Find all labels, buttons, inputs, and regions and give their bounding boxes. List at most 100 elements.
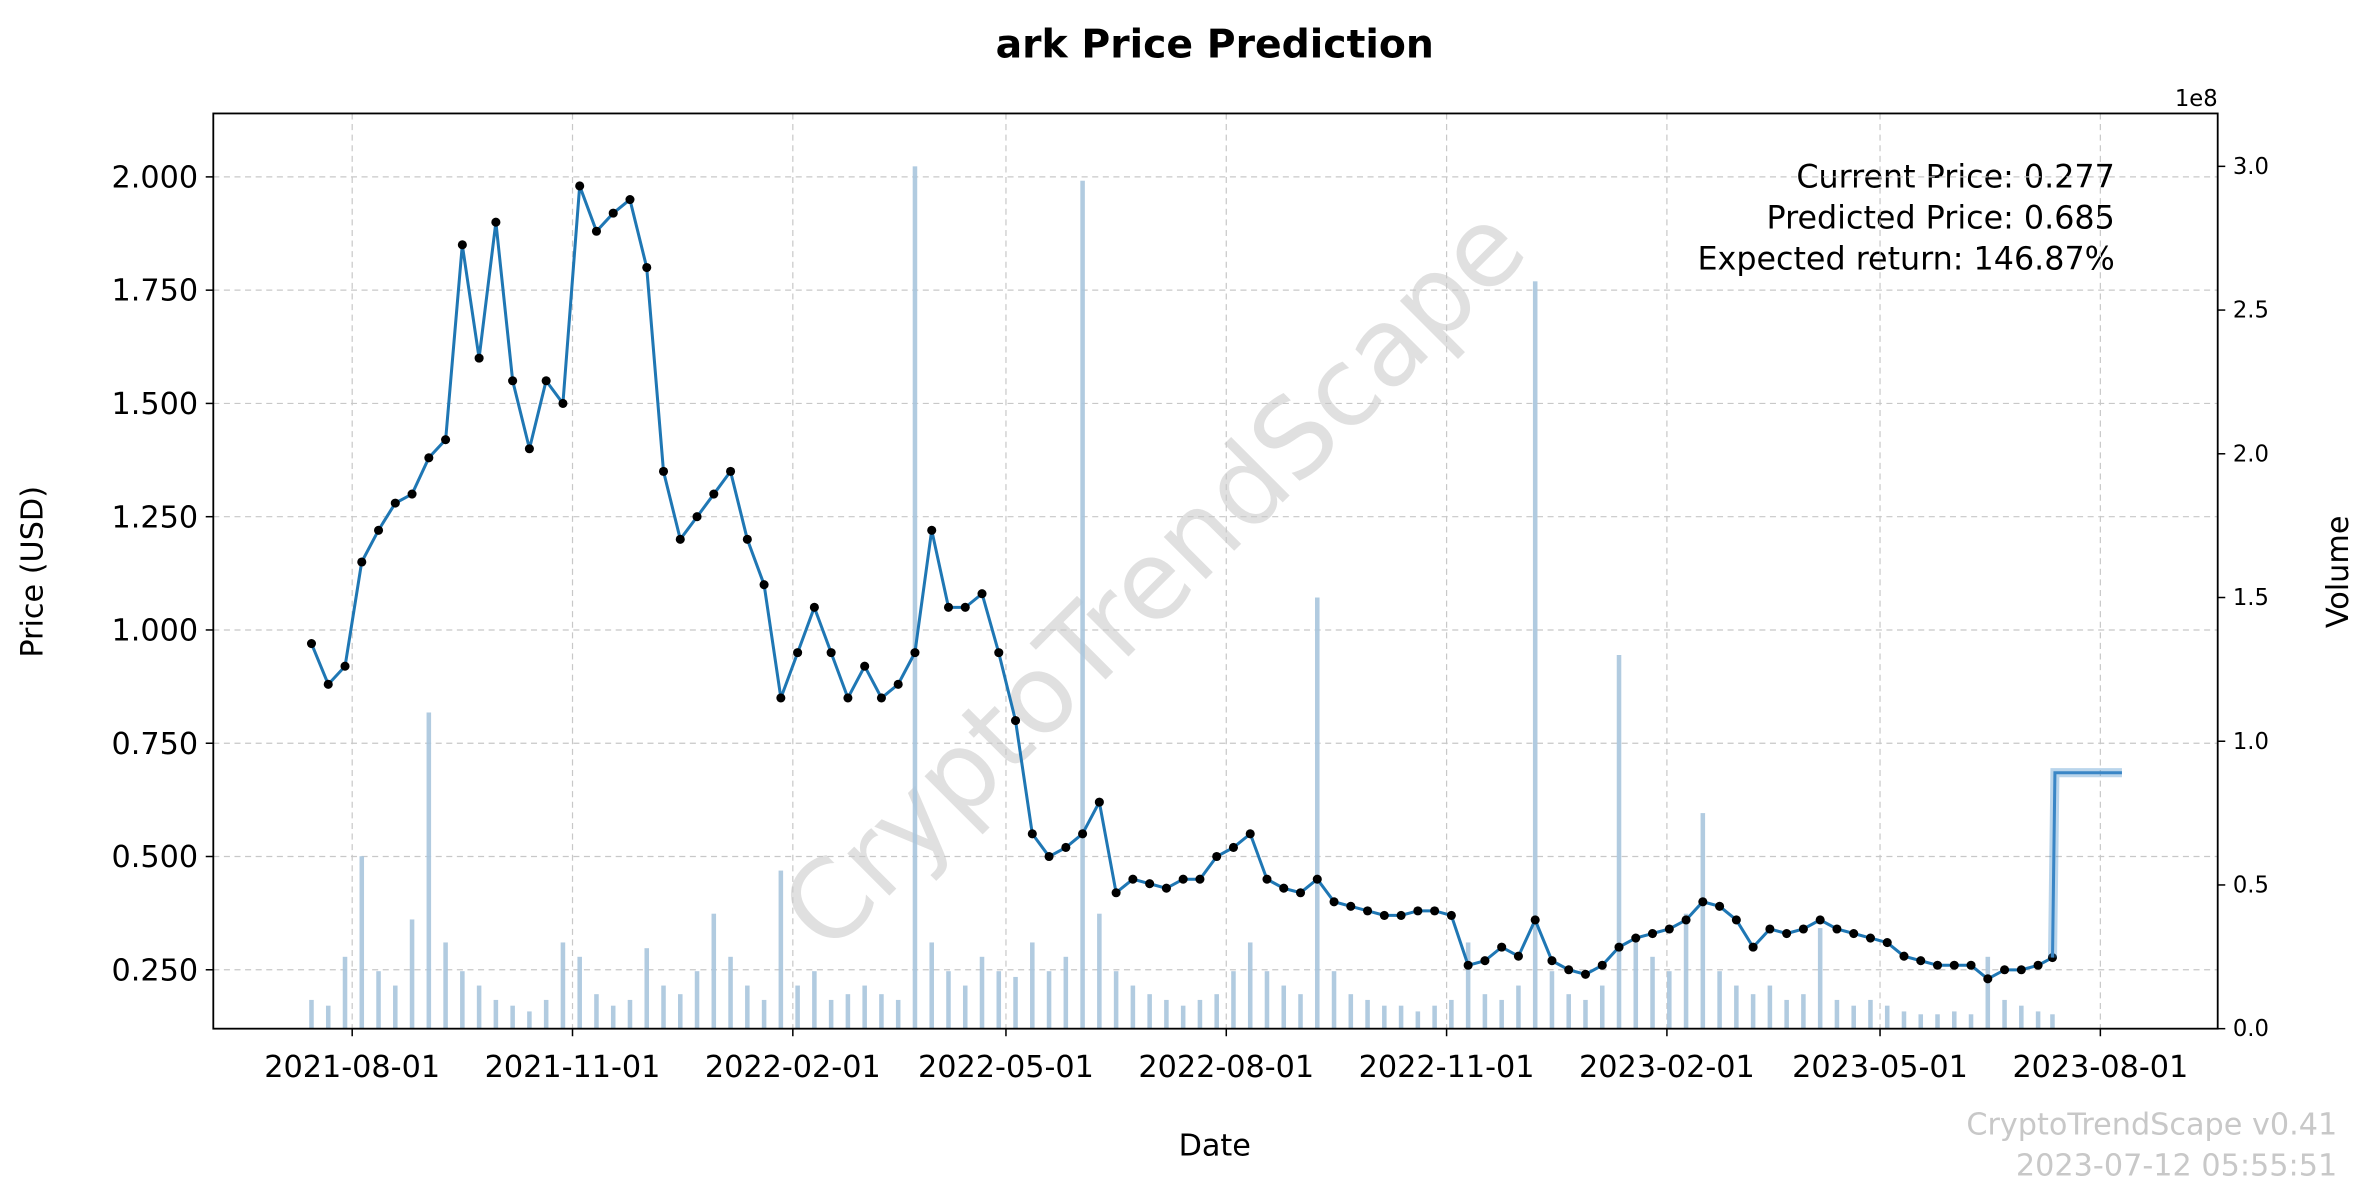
volume-bar	[1817, 928, 1823, 1029]
price-marker	[373, 525, 384, 535]
volume-bar	[1566, 994, 1571, 1029]
volume-bar	[1801, 994, 1806, 1029]
y-tick-label: 0.250	[112, 953, 199, 988]
volume-bar	[1884, 1005, 1890, 1029]
price-marker	[1765, 924, 1775, 934]
price-marker	[407, 489, 417, 499]
price-marker	[1245, 829, 1255, 839]
volume-bar	[845, 994, 851, 1029]
volume-bar	[1935, 1014, 1940, 1029]
volume-bar	[527, 1011, 532, 1029]
x-tick-label: 2023-08-01	[2012, 1050, 2188, 1085]
price-marker	[1748, 942, 1758, 952]
volume-bar	[1164, 999, 1169, 1029]
price-marker	[1849, 928, 1859, 939]
volume-bar	[1918, 1014, 1924, 1029]
volume-bar	[1080, 180, 1085, 1029]
price-marker	[1027, 829, 1037, 839]
volume-bar	[1231, 971, 1236, 1029]
volume-bar	[1465, 942, 1471, 1029]
y2-tick-label: 3.0	[2233, 154, 2269, 180]
price-marker	[1497, 942, 1507, 952]
price-marker	[1379, 910, 1389, 920]
volume-bar	[1113, 971, 1119, 1029]
price-marker	[2033, 960, 2043, 970]
volume-bar	[1449, 999, 1454, 1029]
price-marker	[1715, 901, 1725, 911]
price-marker	[1597, 960, 1607, 970]
volume-bar	[1767, 985, 1773, 1029]
price-marker	[625, 195, 635, 205]
price-marker	[1178, 874, 1188, 884]
price-marker	[1262, 874, 1272, 884]
price-marker	[608, 208, 618, 218]
x-tick-label: 2021-11-01	[485, 1050, 661, 1085]
price-marker	[1698, 897, 1708, 907]
volume-bar	[1985, 956, 1991, 1029]
price-marker	[424, 453, 434, 463]
volume-bar	[1599, 985, 1605, 1029]
volume-bar	[661, 985, 666, 1029]
price-marker	[1882, 938, 1892, 948]
volume-bar	[1348, 994, 1354, 1029]
volume-bar	[1633, 942, 1639, 1029]
grid	[213, 113, 2218, 1029]
volume-bar	[1247, 942, 1253, 1029]
volume-bar	[577, 956, 582, 1029]
volume-bar	[778, 870, 784, 1029]
price-marker	[1580, 969, 1591, 979]
x-axis-label: Date	[1179, 1129, 1251, 1164]
volume-bar	[1952, 1011, 1957, 1029]
price-marker	[1413, 906, 1423, 916]
volume-bar	[610, 1005, 616, 1029]
y2-tick-label: 2.5	[2233, 298, 2269, 324]
price-marker	[1681, 915, 1691, 925]
plot-frame	[212, 112, 2219, 1030]
price-marker	[323, 679, 333, 689]
y-tick-label: 2.000	[112, 160, 199, 195]
y-tick-label: 1.500	[112, 387, 199, 422]
price-marker	[742, 534, 752, 544]
volume-bar	[1549, 971, 1555, 1029]
y-axis-label: Price (USD)	[15, 486, 50, 658]
price-marker	[591, 226, 601, 236]
price-marker	[1932, 960, 1943, 970]
price-marker	[1396, 910, 1406, 920]
price-marker	[1078, 829, 1088, 839]
volume-bar	[309, 999, 314, 1029]
price-marker	[910, 648, 920, 658]
volume-bar	[493, 999, 499, 1029]
price-marker	[1731, 915, 1741, 925]
price-marker	[1547, 956, 1557, 966]
volume-bar	[795, 985, 800, 1029]
y-tick-label: 1.250	[112, 500, 199, 535]
volume-bar	[1264, 971, 1270, 1029]
price-marker	[1832, 924, 1842, 934]
price-marker	[524, 444, 534, 454]
volume-bar	[745, 985, 750, 1029]
volume-bar	[1030, 942, 1035, 1029]
price-marker	[776, 693, 786, 703]
price-marker	[1295, 888, 1306, 898]
price-marker	[1513, 951, 1523, 961]
volume-bar	[510, 1005, 515, 1029]
price-marker	[1061, 842, 1071, 852]
price-marker	[726, 466, 736, 476]
price-marker	[1966, 960, 1976, 970]
price-marker	[1346, 901, 1356, 911]
volume-bar	[1717, 971, 1722, 1029]
price-marker	[1664, 924, 1674, 934]
price-marker	[809, 602, 819, 612]
price-marker	[1312, 874, 1322, 884]
price-marker	[1010, 716, 1021, 726]
price-marker	[960, 602, 970, 612]
volume-bar	[1901, 1011, 1907, 1029]
price-marker	[1044, 851, 1054, 862]
y2-tick-label: 2.0	[2233, 441, 2269, 467]
volume-bar	[1616, 654, 1622, 1029]
price-marker	[1899, 951, 1909, 961]
volume-bar	[1532, 281, 1538, 1029]
volume-bar	[879, 994, 884, 1029]
